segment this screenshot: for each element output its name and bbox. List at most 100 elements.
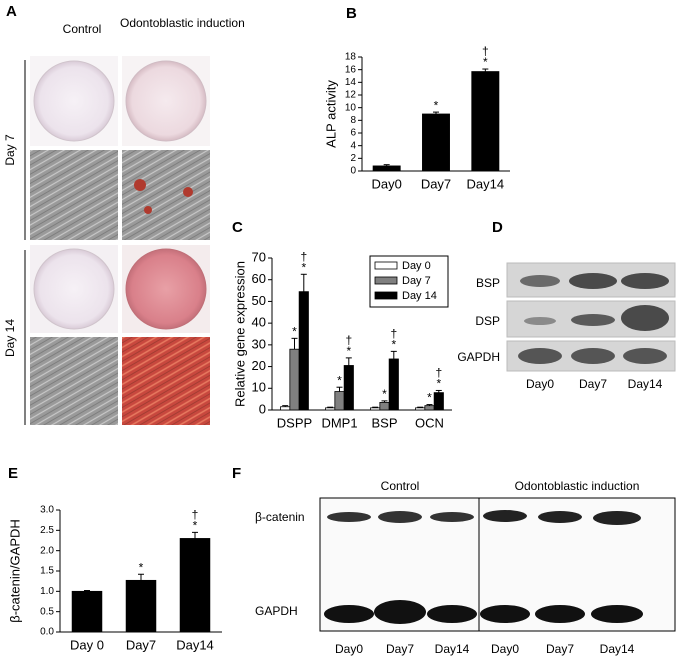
panel-letter: A <box>6 3 17 20</box>
band-label: BSP <box>476 276 500 290</box>
x-tick-label: Day14 <box>176 637 214 652</box>
significance-marker: * <box>436 377 441 391</box>
significance-marker: † <box>192 508 199 522</box>
band-label: GAPDH <box>457 350 500 364</box>
y-tick-label: 2 <box>350 153 356 164</box>
y-tick-label: 0.5 <box>40 606 54 617</box>
significance-marker: † <box>300 249 307 263</box>
legend-label: Day 14 <box>402 290 437 302</box>
bar <box>388 358 399 411</box>
band <box>621 305 669 331</box>
lane-label: Day0 <box>335 642 363 656</box>
band <box>520 275 560 287</box>
band <box>623 348 667 364</box>
row-label: Day 7 <box>3 134 17 166</box>
y-tick-label: 1.5 <box>40 566 54 577</box>
column-label: Odontoblastic induction <box>120 16 245 30</box>
nodule <box>144 206 152 214</box>
bar <box>433 392 444 411</box>
significance-marker: † <box>435 366 442 380</box>
band <box>374 600 426 624</box>
bar <box>125 579 157 633</box>
legend-swatch <box>374 261 398 270</box>
significance-marker: * <box>483 55 488 69</box>
x-tick-label: BSP <box>371 415 397 430</box>
legend-swatch <box>374 291 398 300</box>
band <box>538 511 582 523</box>
panel-letter: E <box>8 465 18 482</box>
x-tick-label: DMP1 <box>321 415 357 430</box>
y-tick-label: 20 <box>252 358 266 373</box>
row-label: Day 14 <box>3 319 17 357</box>
y-tick-label: 3.0 <box>40 505 54 516</box>
bar <box>372 165 401 172</box>
band <box>571 314 615 326</box>
y-axis-label: β-catenin/GAPDH <box>7 519 22 623</box>
panel-letter: F <box>232 465 241 482</box>
lane-label: Day7 <box>386 642 414 656</box>
dish <box>33 248 115 330</box>
y-tick-label: 0.0 <box>40 627 54 638</box>
bar <box>280 406 291 411</box>
band <box>378 511 422 523</box>
significance-marker: * <box>391 338 396 352</box>
x-tick-label: Day7 <box>421 176 451 191</box>
y-tick-label: 18 <box>345 52 357 63</box>
bar <box>424 405 435 411</box>
lane-label: Day14 <box>628 377 663 391</box>
y-tick-label: 4 <box>350 140 356 151</box>
micrograph <box>122 337 210 425</box>
significance-marker: † <box>345 333 352 347</box>
band <box>327 512 371 522</box>
column-label: Control <box>63 22 102 36</box>
y-tick-label: 14 <box>345 77 357 88</box>
y-tick-label: 12 <box>345 90 357 101</box>
significance-marker: † <box>390 327 397 341</box>
bar <box>415 407 426 411</box>
significance-marker: * <box>427 391 432 405</box>
band <box>324 605 374 623</box>
y-tick-label: 0 <box>259 401 266 416</box>
bar <box>343 365 354 411</box>
y-axis-label: ALP activity <box>323 80 338 148</box>
x-tick-label: Day14 <box>467 176 505 191</box>
significance-marker: * <box>382 387 387 401</box>
y-tick-label: 1.0 <box>40 586 54 597</box>
x-tick-label: DSPP <box>277 415 312 430</box>
band-label: β-catenin <box>255 510 305 524</box>
y-tick-label: 50 <box>252 293 266 308</box>
significance-marker: † <box>482 44 489 58</box>
y-tick-label: 40 <box>252 315 266 330</box>
band-label: DSP <box>475 314 500 328</box>
bar <box>422 113 450 172</box>
significance-marker: * <box>337 373 342 387</box>
band <box>571 348 615 364</box>
bar <box>179 538 211 633</box>
lane-label: Day0 <box>526 377 554 391</box>
y-tick-label: 16 <box>345 64 357 75</box>
bar <box>325 407 336 411</box>
micrograph <box>30 337 118 425</box>
y-tick-label: 8 <box>350 115 356 126</box>
lane-label: Day14 <box>600 642 635 656</box>
legend-swatch <box>374 276 398 285</box>
y-tick-label: 2.0 <box>40 545 54 556</box>
y-axis-label: Relative gene expression <box>232 261 247 407</box>
bar <box>71 590 103 633</box>
significance-marker: * <box>193 519 198 533</box>
band <box>591 605 643 623</box>
panel-letter: B <box>346 5 357 22</box>
bar <box>379 401 390 411</box>
band <box>518 348 562 364</box>
lane-label: Day14 <box>435 642 470 656</box>
y-tick-label: 70 <box>252 249 266 264</box>
band <box>480 605 530 623</box>
dish <box>125 60 207 142</box>
significance-marker: * <box>301 260 306 274</box>
panel-letter: C <box>232 219 243 236</box>
bar <box>370 407 381 411</box>
bar <box>471 71 500 172</box>
bar <box>334 391 345 411</box>
band <box>483 510 527 522</box>
